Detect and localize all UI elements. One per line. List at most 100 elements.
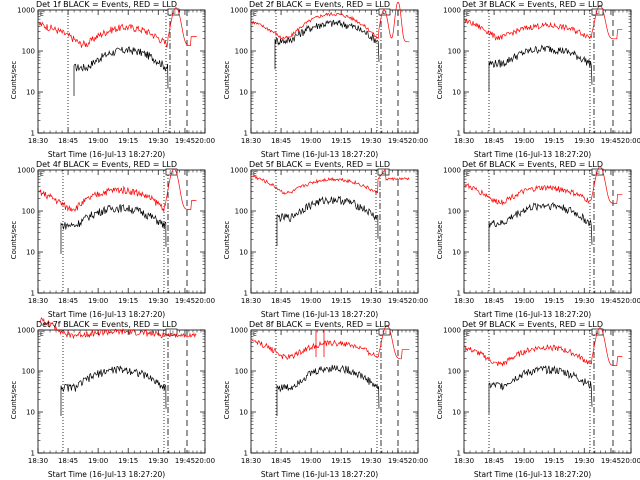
x-tick-label: 19:45 xyxy=(388,137,408,145)
y-axis-label: Counts/sec xyxy=(223,220,231,260)
x-tick-label: 19:45 xyxy=(601,297,621,305)
x-tick-label: 19:00 xyxy=(514,457,534,465)
events-series xyxy=(488,202,593,252)
y-tick-label: 10 xyxy=(239,249,248,257)
y-tick-label: 1 xyxy=(457,130,461,138)
y-tick-label: 1 xyxy=(244,130,248,138)
x-axis-label: Start Time (16-Jul-13 18:27:20) xyxy=(47,310,166,319)
x-tick-label: 19:45 xyxy=(601,457,621,465)
events-series xyxy=(60,365,167,416)
x-tick-label: 20:00 xyxy=(621,457,640,465)
x-tick-label: 19:30 xyxy=(361,297,381,305)
x-tick-label: 18:45 xyxy=(58,297,78,305)
x-axis-label: Start Time (16-Jul-13 18:27:20) xyxy=(473,470,592,479)
panel-title: Det 2f BLACK = Events, RED = LLD xyxy=(248,0,391,9)
y-tick-label: 1 xyxy=(31,450,35,458)
y-axis-label: Counts/sec xyxy=(10,380,18,420)
lld-series xyxy=(38,317,197,340)
chart-svg: 1 10 100 1000 18:30 18:45 19:00 19:15 19:30 19:45… xyxy=(443,166,640,305)
y-tick-label: 10 xyxy=(239,89,248,97)
y-tick-label: 1000 xyxy=(443,327,461,335)
x-tick-label: 19:15 xyxy=(118,457,138,465)
detector-panel: 1 10 100 1000 18:30 18:45 19:00 19:15 19:30 19:45… xyxy=(213,320,428,480)
corner-marker: E xyxy=(253,11,257,18)
y-tick-label: 10 xyxy=(452,409,461,417)
chart-svg: 1 10 100 1000 18:30 18:45 19:00 19:15 19:30 19:45… xyxy=(443,5,640,145)
x-tick-label: 19:15 xyxy=(544,457,564,465)
x-tick-label: 19:15 xyxy=(118,297,138,305)
x-tick-label: 20:00 xyxy=(408,457,428,465)
y-axis-label: Counts/sec xyxy=(436,220,444,260)
plot-frame xyxy=(37,169,206,294)
y-tick-label: 100 xyxy=(448,48,461,56)
corner-marker: E xyxy=(466,171,470,178)
x-tick-label: 18:30 xyxy=(454,457,474,465)
x-tick-label: 19:00 xyxy=(301,137,321,145)
x-axis-label: Start Time (16-Jul-13 18:27:20) xyxy=(260,150,379,159)
y-tick-label: 10 xyxy=(26,89,35,97)
panel-title: Det 8f BLACK = Events, RED = LLD xyxy=(248,320,391,329)
x-tick-label: 19:30 xyxy=(148,137,168,145)
x-tick-label: 19:45 xyxy=(175,137,195,145)
y-tick-label: 100 xyxy=(22,208,35,216)
x-tick-label: 20:00 xyxy=(195,137,215,145)
x-tick-label: 19:45 xyxy=(175,457,195,465)
events-series xyxy=(276,364,380,416)
detector-panel: 1 10 100 1000 18:30 18:45 19:00 19:15 19:30 19:45… xyxy=(0,0,215,160)
x-tick-label: 18:30 xyxy=(241,137,261,145)
plot-frame xyxy=(250,9,419,134)
x-tick-label: 18:30 xyxy=(28,137,48,145)
x-tick-label: 18:45 xyxy=(271,137,291,145)
x-tick-label: 20:00 xyxy=(621,297,640,305)
x-tick-label: 19:45 xyxy=(388,457,408,465)
x-tick-label: 18:45 xyxy=(271,297,291,305)
y-tick-label: 1000 xyxy=(17,327,35,335)
events-series xyxy=(73,46,169,96)
lld-series xyxy=(464,166,623,206)
x-tick-label: 19:30 xyxy=(574,137,594,145)
detector-panel: 1 10 100 1000 18:30 18:45 19:00 19:15 19:30 19:45… xyxy=(0,317,215,480)
legend-box-label: Li xyxy=(595,170,599,176)
events-series xyxy=(488,44,593,92)
x-tick-label: 20:00 xyxy=(621,137,640,145)
legend-box-label: Li xyxy=(595,10,599,16)
events-series xyxy=(276,195,379,246)
events-series xyxy=(274,19,380,70)
y-tick-label: 1 xyxy=(31,130,35,138)
plot-frame xyxy=(37,9,206,134)
plot-frame xyxy=(250,329,419,454)
plot-frame xyxy=(463,9,632,134)
y-tick-label: 1000 xyxy=(17,7,35,15)
y-tick-label: 10 xyxy=(239,409,248,417)
y-axis-label: Counts/sec xyxy=(436,380,444,420)
x-axis-label: Start Time (16-Jul-13 18:27:20) xyxy=(47,150,166,159)
x-tick-label: 18:45 xyxy=(58,457,78,465)
panel-title: Det 7f BLACK = Events, RED = LLD xyxy=(35,320,178,329)
y-tick-label: 10 xyxy=(452,249,461,257)
x-axis-label: Start Time (16-Jul-13 18:27:20) xyxy=(473,310,592,319)
panel-title: Det 6f BLACK = Events, RED = LLD xyxy=(461,160,604,169)
x-tick-label: 18:45 xyxy=(484,457,504,465)
y-axis-label: Counts/sec xyxy=(436,60,444,100)
x-axis-label: Start Time (16-Jul-13 18:27:20) xyxy=(47,470,166,479)
panel-title: Det 3f BLACK = Events, RED = LLD xyxy=(461,0,604,9)
y-tick-label: 1 xyxy=(457,290,461,298)
y-tick-label: 100 xyxy=(22,368,35,376)
lld-series xyxy=(464,5,623,41)
x-tick-label: 19:15 xyxy=(331,137,351,145)
detector-panel: 1 10 100 1000 18:30 18:45 19:00 19:15 19:30 19:45… xyxy=(426,320,640,480)
x-tick-label: 19:45 xyxy=(601,137,621,145)
plot-frame xyxy=(463,169,632,294)
lld-series xyxy=(38,168,197,213)
y-tick-label: 1000 xyxy=(443,167,461,175)
x-tick-label: 19:00 xyxy=(88,457,108,465)
legend-box-label: Li xyxy=(382,10,386,16)
legend-box-label: Li xyxy=(381,170,385,176)
y-tick-label: 1000 xyxy=(443,7,461,15)
y-tick-label: 1000 xyxy=(230,7,248,15)
x-tick-label: 19:15 xyxy=(331,297,351,305)
chart-svg: 1 10 100 1000 18:30 18:45 19:00 19:15 19:30 19:45… xyxy=(17,317,215,465)
y-tick-label: 100 xyxy=(22,48,35,56)
y-axis-label: Counts/sec xyxy=(10,220,18,260)
x-tick-label: 20:00 xyxy=(408,297,428,305)
